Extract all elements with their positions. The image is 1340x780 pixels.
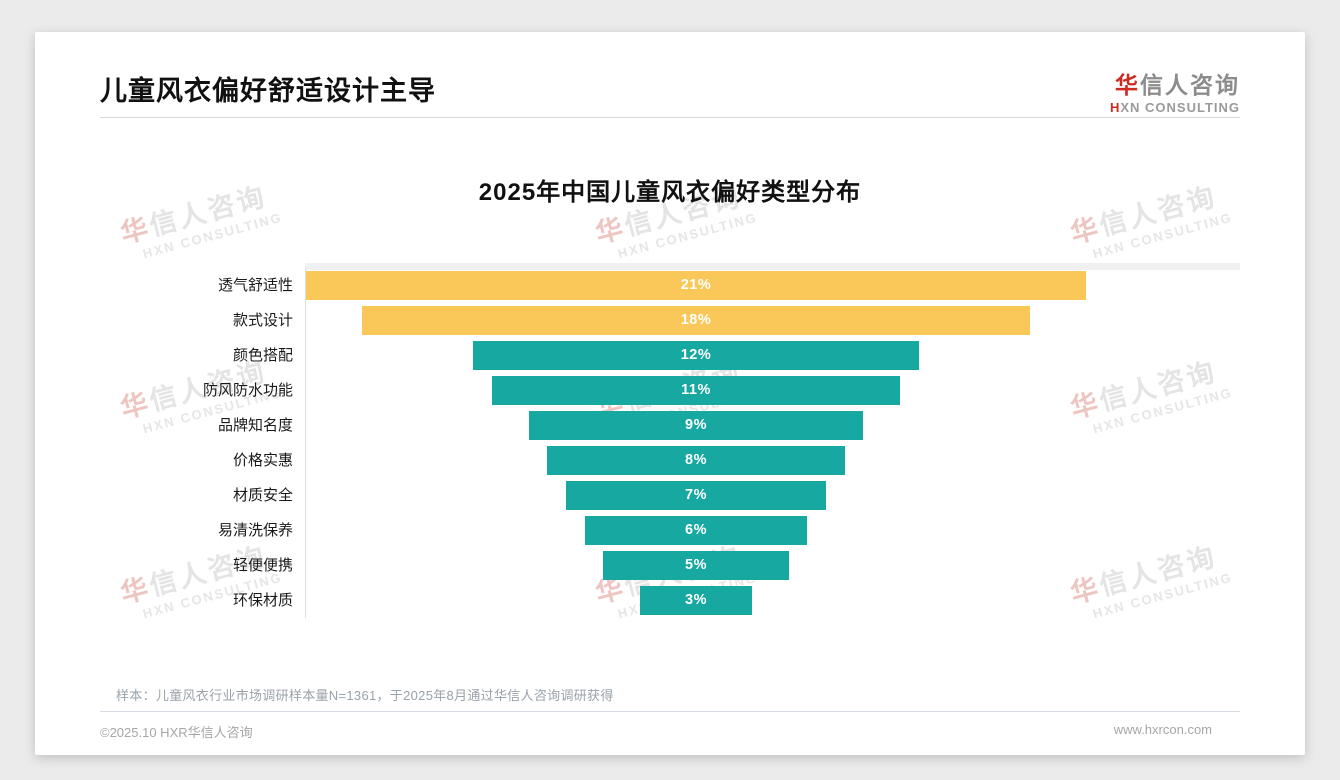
funnel-bar: 21%: [306, 271, 1086, 300]
footer-bar: ©2025.10 HXR华信人咨询 www.hxrcon.com: [100, 711, 1240, 741]
plot-area: 6%: [305, 513, 1240, 548]
funnel-bar: 6%: [584, 516, 808, 545]
category-label: 品牌知名度: [217, 417, 293, 434]
website-text: www.hxrcon.com: [1113, 722, 1212, 737]
brand-logo-cn-accent: 华: [1115, 72, 1140, 98]
funnel-bar: 9%: [528, 411, 864, 440]
chart-row: 价格实惠 8%: [100, 443, 1240, 478]
funnel-bar: 5%: [603, 551, 789, 580]
watermark-cn-accent: 华: [592, 212, 630, 250]
copyright-text: ©2025.10 HXR华信人咨询: [100, 725, 253, 740]
chart-row: 颜色搭配 12%: [100, 338, 1240, 373]
watermark-en: HXN CONSULTING: [141, 209, 285, 262]
plot-area: 9%: [305, 408, 1240, 443]
plot-area: 18%: [305, 303, 1240, 338]
funnel-bar: 7%: [565, 481, 826, 510]
report-card: 华信人咨询 HXN CONSULTING 华信人咨询 HXN CONSULTING 华信…: [35, 32, 1305, 755]
brand-logo-cn: 华信人咨询: [1110, 74, 1240, 97]
plot-area: 7%: [305, 478, 1240, 513]
chart-row: 透气舒适性 21%: [100, 268, 1240, 303]
plot-area: 12%: [305, 338, 1240, 373]
plot-area: 3%: [305, 583, 1240, 618]
category-label: 轻便便携: [232, 557, 293, 574]
funnel-bar: 12%: [473, 341, 919, 370]
category-label: 透气舒适性: [217, 277, 293, 294]
funnel-bar: 11%: [491, 376, 901, 405]
funnel-bar: 3%: [640, 586, 752, 615]
sample-note: 样本：儿童风衣行业市场调研样本量N=1361，于2025年8月通过华信人咨询调研…: [116, 688, 614, 703]
chart-title: 2025年中国儿童风衣偏好类型分布: [478, 179, 862, 206]
brand-logo-en: HXN CONSULTING: [1110, 101, 1240, 114]
funnel-bar: 8%: [547, 446, 845, 475]
plot-area: 11%: [305, 373, 1240, 408]
brand-logo-cn-rest: 信人咨询: [1140, 72, 1240, 98]
plot-area: 21%: [305, 268, 1240, 303]
chart-row: 防风防水功能 11%: [100, 373, 1240, 408]
report-header: 儿童风衣偏好舒适设计主导 华信人咨询 HXN CONSULTING: [100, 72, 1240, 118]
category-label: 环保材质: [232, 592, 293, 609]
brand-logo-en-rest: XN CONSULTING: [1120, 100, 1240, 115]
chart-row: 材质安全 7%: [100, 478, 1240, 513]
plot-area: 8%: [305, 443, 1240, 478]
category-label: 材质安全: [232, 487, 293, 504]
watermark-cn-accent: 华: [117, 212, 155, 250]
plot-area: 5%: [305, 548, 1240, 583]
category-label: 防风防水功能: [202, 382, 293, 399]
chart-row: 易清洗保养 6%: [100, 513, 1240, 548]
watermark-en: HXN CONSULTING: [616, 209, 760, 262]
chart-row: 款式设计 18%: [100, 303, 1240, 338]
watermark-cn-accent: 华: [1067, 212, 1105, 250]
brand-logo-en-accent: H: [1109, 100, 1121, 115]
chart-row: 轻便便携 5%: [100, 548, 1240, 583]
funnel-chart: 透气舒适性 21% 款式设计 18% 颜色搭配 12% 防风防水功能 11% 品牌知名度 9% 价格…: [100, 268, 1240, 618]
chart-row: 环保材质 3%: [100, 583, 1240, 618]
chart-row: 品牌知名度 9%: [100, 408, 1240, 443]
category-label: 款式设计: [232, 312, 293, 329]
page-title: 儿童风衣偏好舒适设计主导: [100, 76, 436, 106]
category-label: 价格实惠: [232, 452, 293, 469]
category-label: 颜色搭配: [232, 347, 293, 364]
funnel-bar: 18%: [361, 306, 1031, 335]
category-label: 易清洗保养: [217, 522, 293, 539]
watermark-en: HXN CONSULTING: [1091, 209, 1235, 262]
plot-top-strip: [305, 263, 1240, 270]
brand-logo: 华信人咨询 HXN CONSULTING: [1110, 74, 1240, 115]
